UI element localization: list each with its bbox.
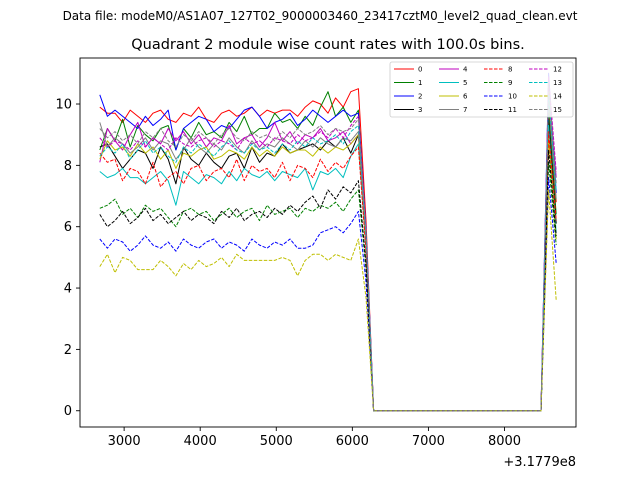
figure-suptitle: Data file: modeM0/AS1A07_127T02_90000034…: [63, 9, 578, 23]
x-tick-label: 8000: [488, 434, 521, 449]
legend-label-13: 13: [553, 79, 562, 87]
y-tick-label: 8: [64, 159, 72, 174]
series-line-10: [99, 177, 557, 412]
legend-label-15: 15: [553, 106, 562, 114]
legend-label-5: 5: [463, 79, 467, 87]
legend-label-11: 11: [508, 106, 517, 114]
legend-frame: [389, 61, 574, 118]
x-tick-label: 7000: [412, 434, 445, 449]
series-line-15: [99, 82, 557, 412]
plot-lines: [99, 72, 557, 412]
y-tick-label: 0: [64, 404, 72, 419]
x-axis: 3000 4000 5000 6000 7000 8000: [108, 427, 521, 449]
x-tick-label: 6000: [336, 434, 369, 449]
series-line-12: [99, 75, 557, 412]
y-tick-label: 6: [64, 220, 72, 235]
legend-label-4: 4: [463, 66, 468, 74]
legend-label-14: 14: [553, 93, 562, 101]
x-offset-label: +3.1779e8: [503, 455, 576, 470]
y-axis: 0 2 4 6 8 10: [55, 98, 80, 419]
x-tick-label: 4000: [184, 434, 217, 449]
legend-label-10: 10: [508, 93, 517, 101]
legend-label-12: 12: [553, 66, 562, 74]
y-tick-label: 2: [64, 343, 72, 358]
legend-label-9: 9: [508, 79, 512, 87]
axes-frame: [79, 57, 577, 428]
x-tick-label: 5000: [260, 434, 293, 449]
y-tick-label: 4: [64, 282, 72, 297]
legend-label-7: 7: [463, 106, 467, 114]
series-line-9: [99, 161, 557, 412]
legend-label-3: 3: [418, 106, 422, 114]
legend-label-1: 1: [418, 79, 422, 87]
legend-label-0: 0: [418, 66, 422, 74]
legend-label-2: 2: [418, 93, 422, 101]
x-tick-label: 3000: [108, 434, 141, 449]
y-tick-label: 10: [55, 98, 72, 113]
legend-label-8: 8: [508, 66, 512, 74]
legend-label-6: 6: [463, 93, 468, 101]
chart-title: Quadrant 2 module wise count rates with …: [131, 37, 525, 53]
